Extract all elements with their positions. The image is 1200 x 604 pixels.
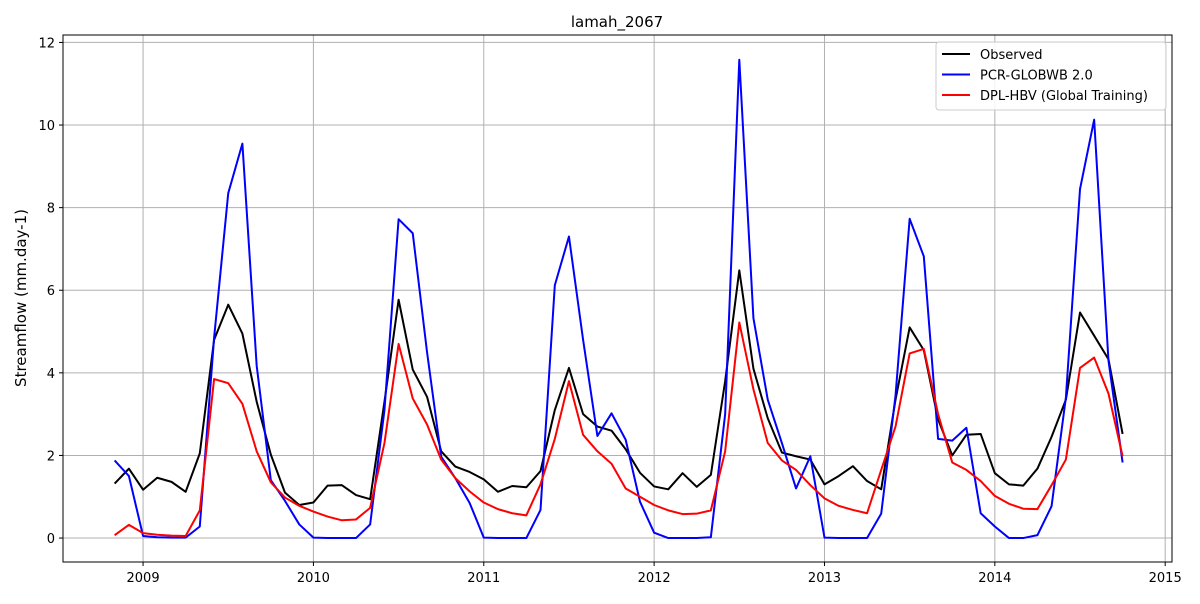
legend-label-2: PCR-GLOBWB 2.0 (980, 69, 1093, 84)
series-line-2 (113, 58, 1124, 540)
plot-frame (62, 34, 1173, 563)
y-tick-label: 8 (47, 202, 55, 217)
x-tick-label: 2015 (1149, 571, 1182, 586)
series-line-1 (113, 269, 1124, 506)
x-tick-label: 2010 (297, 571, 330, 586)
x-tick-label: 2012 (638, 571, 671, 586)
legend-label-3: DPL-HBV (Global Training) (980, 89, 1148, 104)
legend-box (935, 41, 1167, 111)
axis-ticks: 2009 2010 2011 2012 2013 2014 2015 0 2 4 6 8 10 12 (38, 36, 1181, 586)
legend-label-1: Observed (980, 48, 1043, 63)
x-tick-label: 2009 (127, 571, 160, 586)
y-tick-label: 10 (38, 119, 55, 134)
y-axis-label: Streamflow (mm.day-1) (12, 209, 30, 387)
legend: Observed PCR-GLOBWB 2.0 DPL-HBV (Global Tr… (935, 41, 1167, 111)
x-tick-label: 2013 (808, 571, 841, 586)
y-tick-label: 4 (47, 367, 55, 382)
chart-title: lamah_2067 (571, 13, 663, 32)
x-tick-label: 2011 (467, 571, 500, 586)
y-tick-label: 2 (47, 449, 55, 464)
y-tick-label: 0 (47, 532, 55, 547)
series-lines (113, 58, 1124, 540)
series-line-3 (114, 321, 1124, 537)
y-tick-label: 6 (47, 284, 55, 299)
y-tick-label: 12 (38, 36, 55, 51)
x-tick-label: 2014 (978, 571, 1011, 586)
